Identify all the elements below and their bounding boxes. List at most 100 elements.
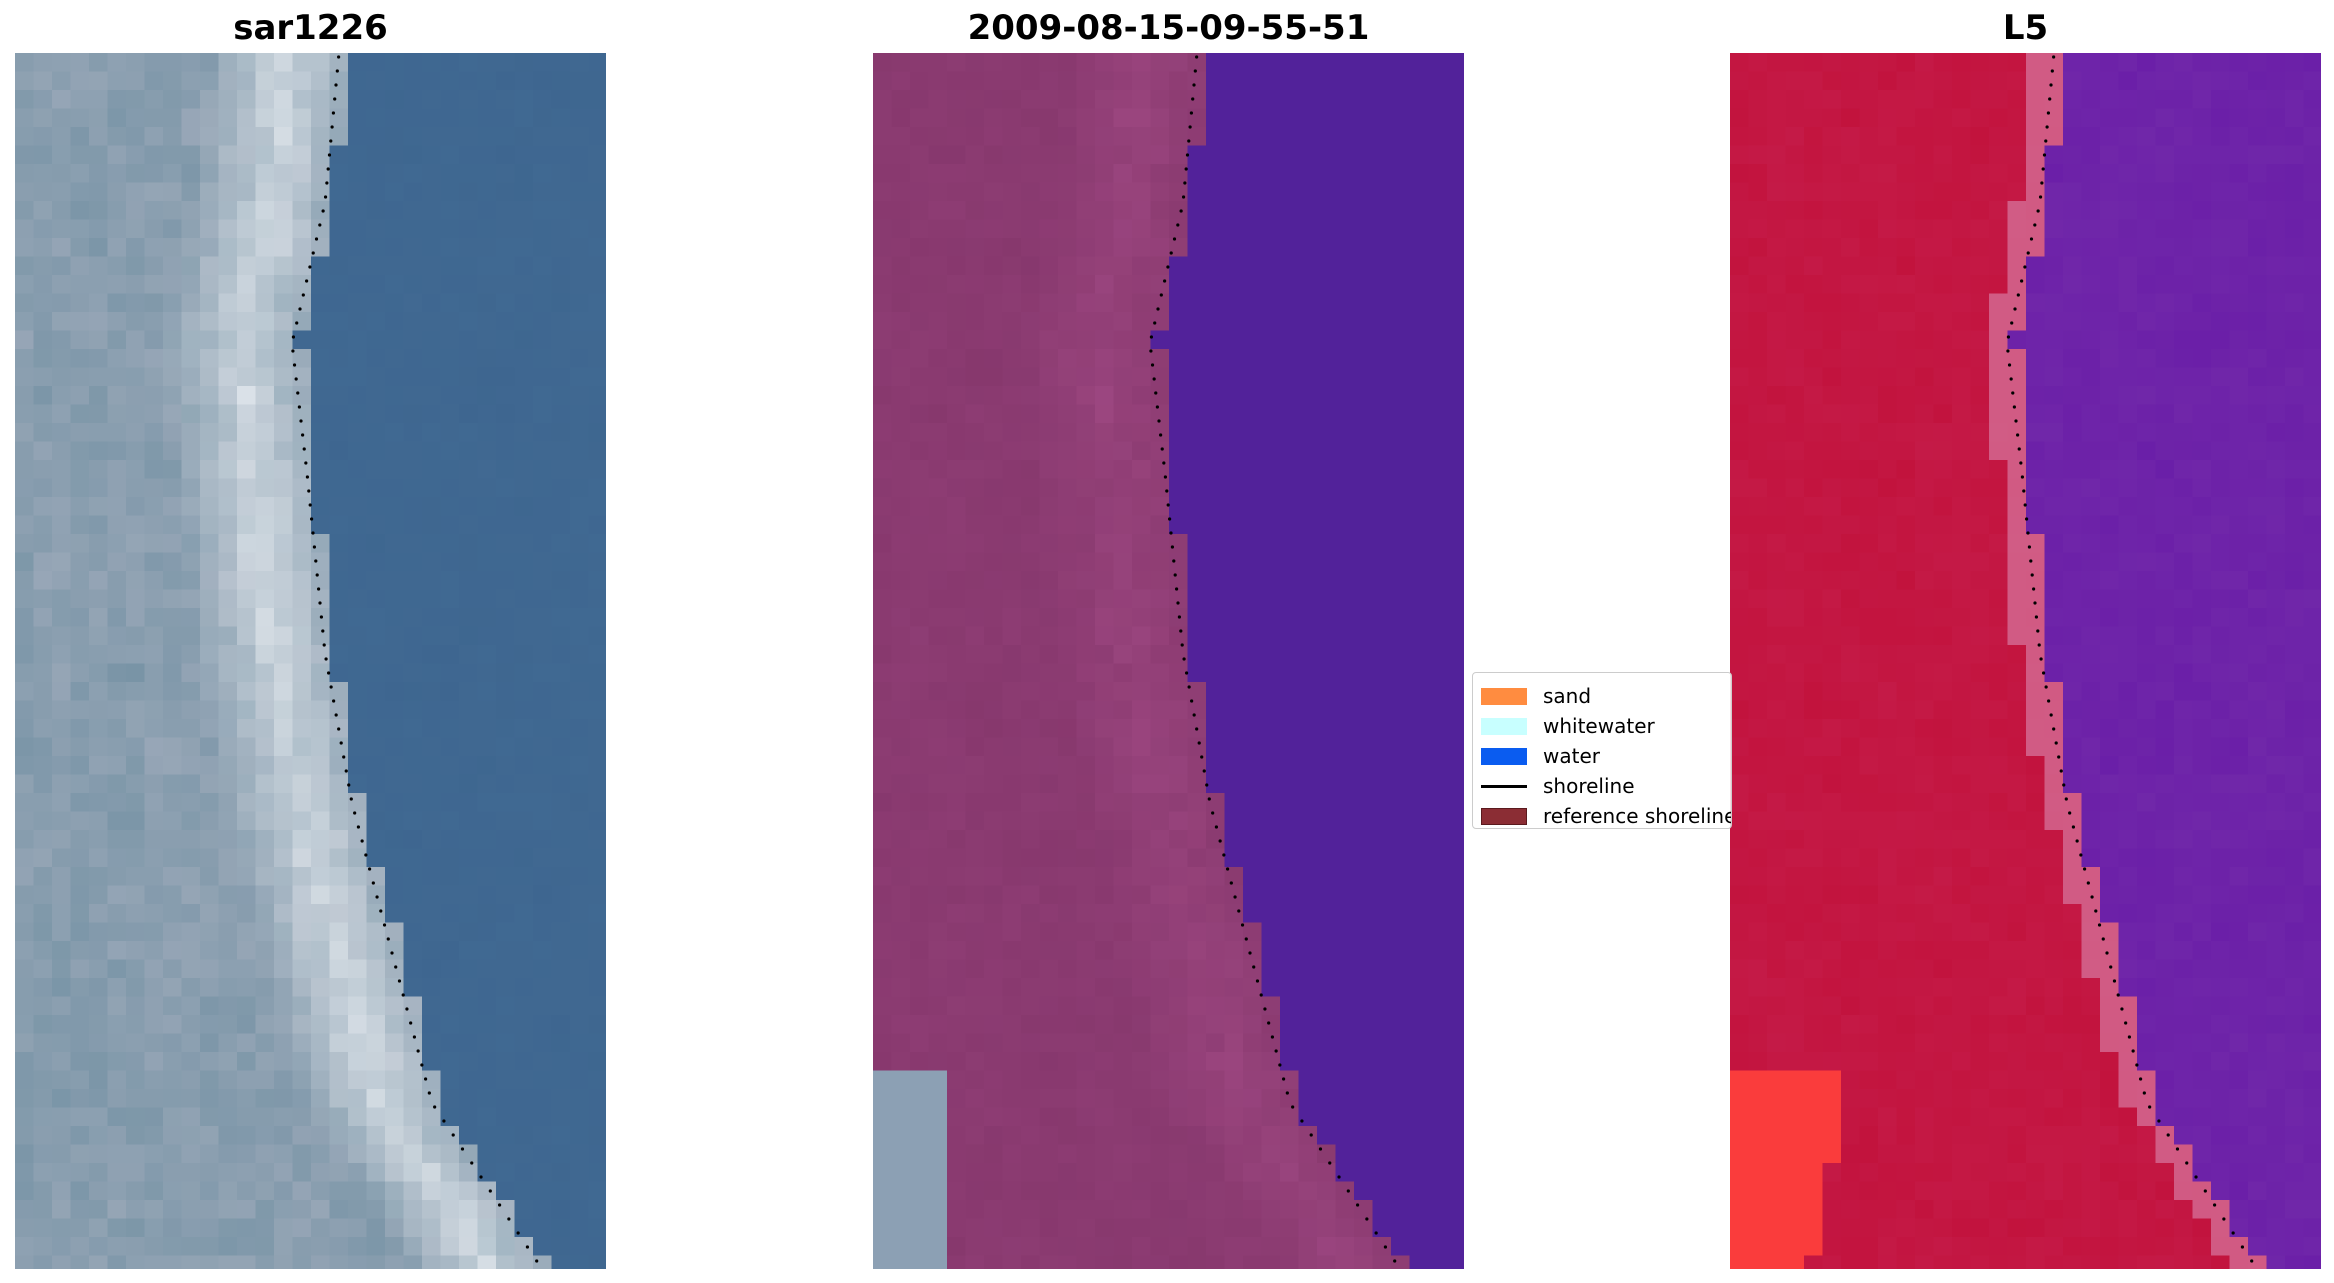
rgb-pixel bbox=[274, 978, 294, 998]
classified-pixel bbox=[1132, 238, 1152, 258]
classified-pixel bbox=[1261, 219, 1281, 239]
rgb-pixel bbox=[33, 978, 53, 998]
shoreline-dot bbox=[334, 713, 338, 717]
rgb-pixel bbox=[52, 1089, 72, 1109]
rgb-pixel bbox=[311, 238, 331, 258]
ndwi-pixel bbox=[2063, 127, 2083, 147]
classified-pixel bbox=[891, 885, 911, 905]
ndwi-pixel bbox=[1804, 201, 1824, 221]
rgb-pixel bbox=[533, 293, 553, 313]
classified-pixel bbox=[873, 682, 893, 702]
classified-pixel bbox=[1372, 941, 1392, 961]
classified-pixel bbox=[1095, 1218, 1115, 1238]
ndwi-pixel bbox=[2155, 275, 2175, 295]
classified-pixel bbox=[1095, 663, 1115, 683]
classified-pixel bbox=[1428, 219, 1448, 239]
rgb-pixel bbox=[107, 275, 127, 295]
rgb-pixel bbox=[33, 811, 53, 831]
classified-pixel bbox=[910, 164, 930, 184]
classified-pixel bbox=[1317, 441, 1337, 461]
rgb-pixel bbox=[107, 571, 127, 591]
classified-pixel bbox=[1021, 145, 1041, 165]
classified-pixel bbox=[1187, 663, 1207, 683]
ndwi-pixel bbox=[1989, 386, 2009, 406]
rgb-pixel bbox=[181, 1107, 201, 1127]
ndwi-pixel bbox=[2007, 90, 2027, 110]
rgb-pixel bbox=[274, 404, 294, 424]
rgb-pixel bbox=[403, 201, 423, 221]
ndwi-pixel bbox=[2211, 90, 2231, 110]
classified-pixel bbox=[873, 663, 893, 683]
ndwi-pixel bbox=[1952, 108, 1972, 128]
classified-pixel bbox=[947, 404, 967, 424]
classified-pixel bbox=[965, 1237, 985, 1257]
shoreline-dot bbox=[416, 1049, 420, 1053]
classified-pixel bbox=[1335, 515, 1355, 535]
rgb-pixel bbox=[15, 922, 35, 942]
classified-pixel bbox=[1206, 330, 1226, 350]
ndwi-pixel bbox=[1915, 182, 1935, 202]
ndwi-pixel bbox=[1822, 219, 1842, 239]
classified-pixel bbox=[1113, 71, 1133, 91]
ndwi-pixel bbox=[1915, 108, 1935, 128]
classified-pixel bbox=[1243, 941, 1263, 961]
rgb-pixel bbox=[422, 941, 442, 961]
classified-pixel bbox=[910, 830, 930, 850]
ndwi-pixel bbox=[2285, 182, 2305, 202]
rgb-pixel bbox=[163, 1089, 183, 1109]
rgb-pixel bbox=[200, 867, 220, 887]
classified-pixel bbox=[1058, 1126, 1078, 1146]
ndwi-pixel bbox=[1730, 293, 1750, 313]
rgb-pixel bbox=[329, 386, 349, 406]
classified-pixel bbox=[947, 793, 967, 813]
rgb-pixel bbox=[496, 811, 516, 831]
ndwi-pixel bbox=[1896, 219, 1916, 239]
classified-pixel bbox=[1243, 700, 1263, 720]
classified-pixel bbox=[1169, 127, 1189, 147]
rgb-pixel bbox=[255, 1033, 275, 1053]
rgb-pixel bbox=[459, 145, 479, 165]
classified-pixel bbox=[1187, 1144, 1207, 1164]
rgb-pixel bbox=[459, 626, 479, 646]
rgb-pixel bbox=[218, 996, 238, 1016]
ndwi-pixel bbox=[1730, 201, 1750, 221]
rgb-pixel bbox=[496, 645, 516, 665]
classified-pixel bbox=[873, 534, 893, 554]
rgb-pixel bbox=[237, 293, 257, 313]
rgb-pixel bbox=[33, 1218, 53, 1238]
rgb-pixel bbox=[15, 349, 35, 369]
classified-pixel bbox=[1261, 811, 1281, 831]
classified-pixel bbox=[1132, 127, 1152, 147]
rgb-pixel bbox=[366, 1237, 386, 1257]
rgb-pixel bbox=[366, 645, 386, 665]
shoreline-dot bbox=[451, 1133, 455, 1137]
ndwi-pixel bbox=[1933, 164, 1953, 184]
rgb-pixel bbox=[255, 922, 275, 942]
rgb-pixel bbox=[496, 1237, 516, 1257]
rgb-pixel bbox=[348, 1126, 368, 1146]
classified-pixel bbox=[1132, 663, 1152, 683]
ndwi-pixel bbox=[1989, 312, 2009, 332]
rgb-pixel bbox=[422, 534, 442, 554]
rgb-pixel bbox=[70, 996, 90, 1016]
classified-pixel bbox=[1002, 885, 1022, 905]
rgb-pixel bbox=[422, 774, 442, 794]
rgb-pixel bbox=[107, 515, 127, 535]
ndwi-pixel bbox=[2044, 182, 2064, 202]
classified-pixel bbox=[1095, 1015, 1115, 1035]
classified-pixel bbox=[1224, 1052, 1244, 1072]
ndwi-pixel bbox=[2174, 256, 2194, 276]
ndwi-image bbox=[1730, 53, 2321, 1269]
classified-pixel bbox=[1169, 219, 1189, 239]
classified-pixel bbox=[1409, 885, 1429, 905]
classified-pixel bbox=[910, 256, 930, 276]
classified-pixel bbox=[1372, 478, 1392, 498]
rgb-pixel bbox=[89, 1200, 109, 1220]
rgb-pixel bbox=[200, 145, 220, 165]
classified-pixel bbox=[1150, 219, 1170, 239]
rgb-pixel bbox=[107, 1237, 127, 1257]
ndwi-pixel bbox=[1859, 293, 1879, 313]
rgb-pixel bbox=[163, 145, 183, 165]
classified-pixel bbox=[1335, 275, 1355, 295]
classified-pixel bbox=[1224, 386, 1244, 406]
